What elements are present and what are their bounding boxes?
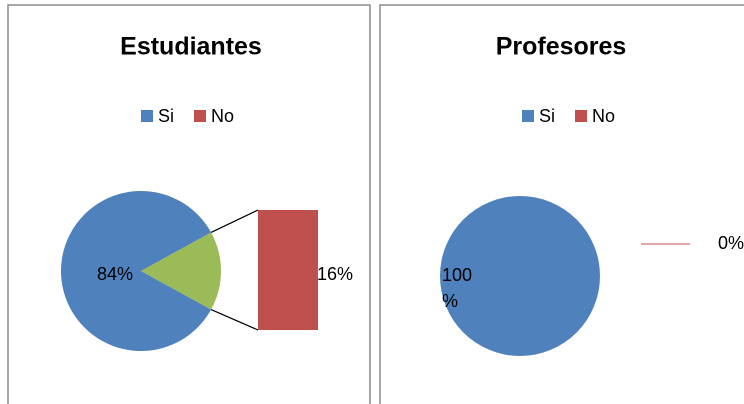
legend-label: No xyxy=(592,106,615,126)
data-label: 100 % xyxy=(442,265,473,311)
legend-swatch xyxy=(194,110,207,122)
bar xyxy=(258,210,318,330)
data-label: 16% xyxy=(317,264,353,284)
connector xyxy=(210,308,259,331)
chart-title: Estudiantes xyxy=(120,33,262,61)
connector xyxy=(210,209,259,234)
legend-label: No xyxy=(211,106,234,126)
legend-label: Si xyxy=(158,106,174,126)
chart-title: Profesores xyxy=(496,33,627,61)
data-label: 0% xyxy=(718,233,744,253)
legend-swatch xyxy=(575,110,588,122)
pie-slice xyxy=(141,232,222,310)
legend-swatch xyxy=(141,110,153,122)
legend-label: Si xyxy=(539,106,555,126)
data-label: 84% xyxy=(97,264,133,284)
panel-frame xyxy=(379,4,744,404)
panel-frame xyxy=(7,4,371,404)
pie-slice xyxy=(61,191,212,351)
pie-slice xyxy=(440,196,600,356)
legend-swatch xyxy=(522,110,534,122)
label-box: 100 % xyxy=(442,265,473,311)
